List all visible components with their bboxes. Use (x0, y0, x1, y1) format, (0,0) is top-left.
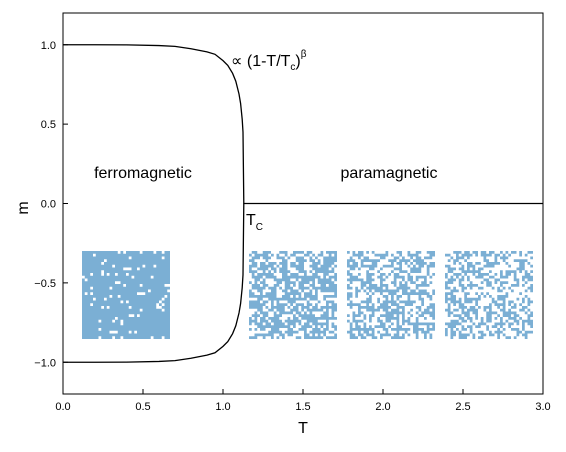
spin-inset-1 (82, 251, 170, 339)
x-tick-label: 1.5 (295, 401, 310, 413)
inset-background (82, 251, 170, 339)
flipped-spins (249, 251, 337, 339)
spin-inset-3 (347, 251, 435, 339)
y-tick-label: −1.0 (34, 357, 56, 369)
ferromagnetic-label: ferromagnetic (94, 165, 192, 182)
axis-ticks: 0.0 0.5 1.0 1.5 2.0 2.5 3.0 1.0 0.5 0.0 −0.5 −1.0 (34, 40, 550, 413)
paramagnetic-label: paramagnetic (341, 165, 438, 182)
x-tick-label: 2.0 (375, 401, 390, 413)
flipped-spins (347, 251, 435, 339)
y-tick-label: 0.0 (41, 199, 56, 211)
x-axis-label: T (298, 420, 308, 437)
spin-configuration-insets (82, 251, 533, 339)
flipped-spins (445, 251, 533, 339)
x-tick-label: 0.0 (55, 401, 70, 413)
flipped-spins (82, 251, 170, 339)
magnetization-lower-curve (63, 203, 245, 363)
y-axis-label: m (15, 201, 32, 214)
x-tick-label: 1.0 (215, 401, 230, 413)
power-law-annotation: ∝ (1-T/Tc)β (231, 49, 307, 73)
y-tick-label: 0.5 (41, 119, 56, 131)
x-tick-label: 3.0 (535, 401, 550, 413)
tc-label: TC (246, 212, 263, 233)
x-tick-label: 0.5 (135, 401, 150, 413)
y-tick-label: −0.5 (34, 278, 56, 290)
spin-inset-2 (249, 251, 337, 339)
magnetization-curves (63, 44, 543, 363)
x-tick-label: 2.5 (455, 401, 470, 413)
magnetization-upper-curve (63, 44, 543, 205)
y-tick-label: 1.0 (41, 40, 56, 52)
spin-inset-4 (445, 251, 533, 339)
